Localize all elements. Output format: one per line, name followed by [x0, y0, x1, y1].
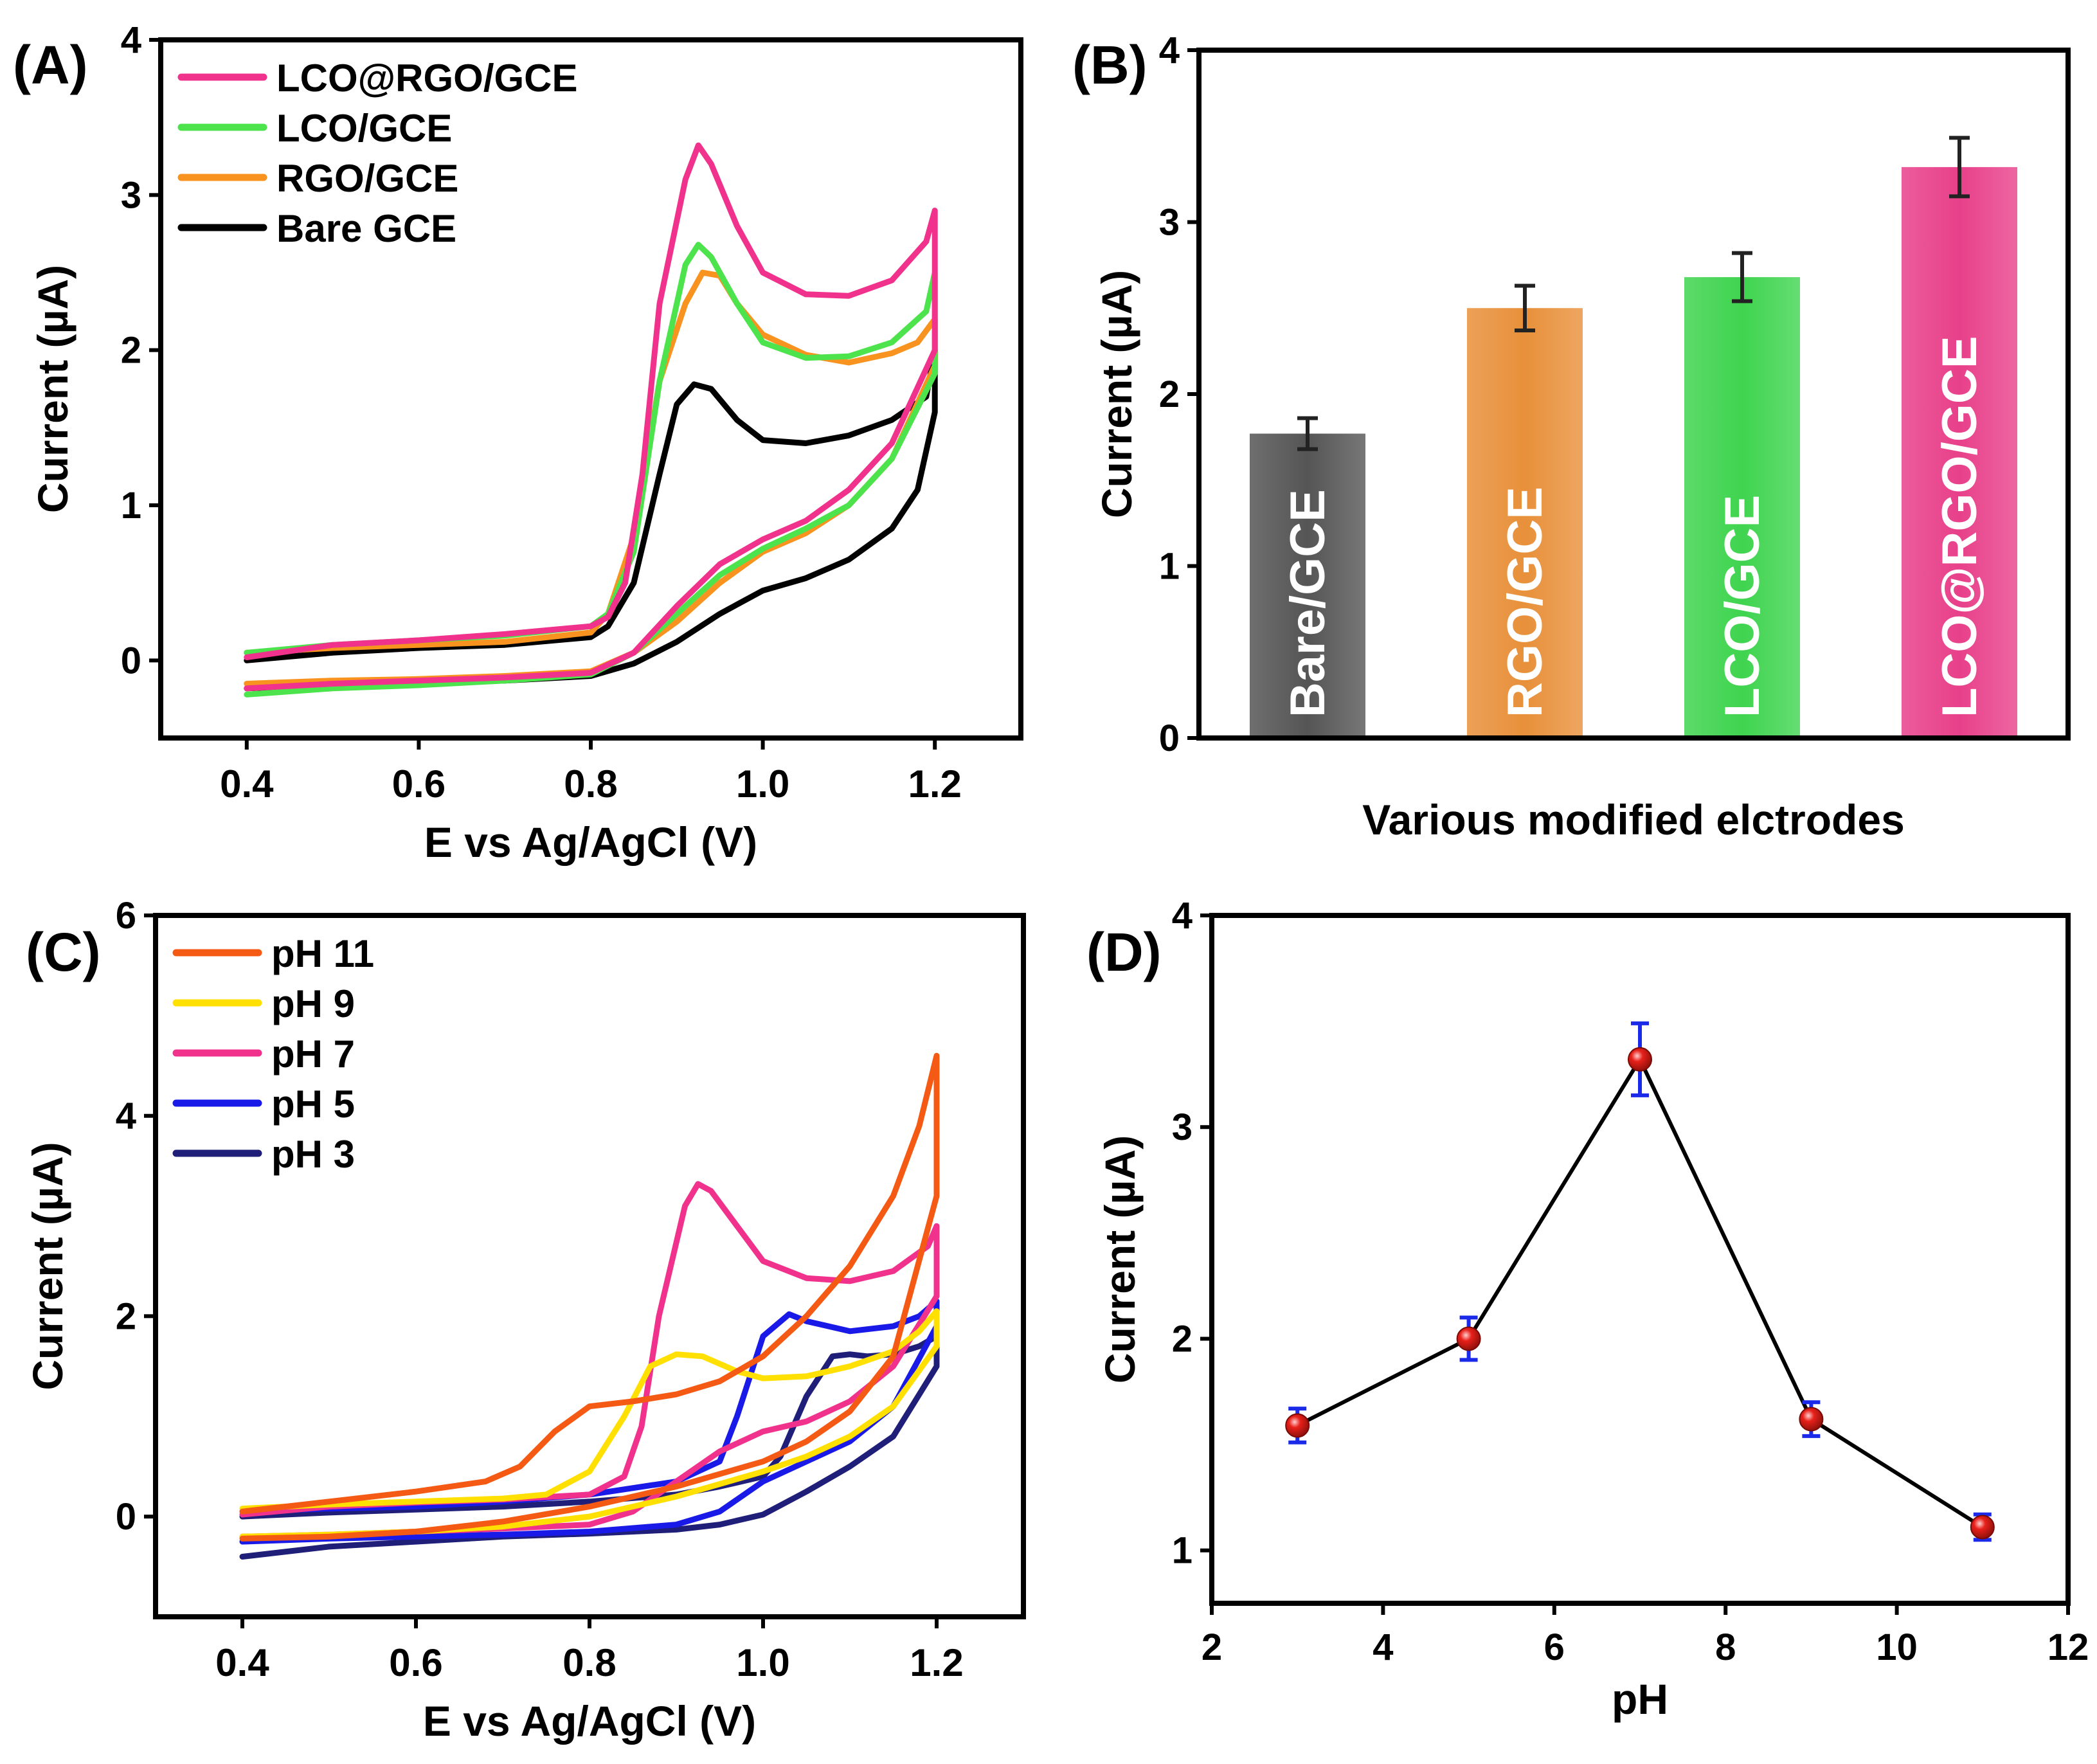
bar-bare-gce	[1250, 433, 1365, 738]
bar-lco-rgo-gce	[1902, 166, 2017, 738]
bar-rgo-gce	[1467, 308, 1583, 738]
x-tick-label: 0.4	[215, 1641, 269, 1684]
y-tick-label: 4	[1159, 30, 1180, 71]
legend-label: pH 3	[271, 1133, 355, 1176]
panel-a: 0.4 0.6 0.8 1.0 1.2 0 1 2 3 4 E vs Ag/AgCl (V) Curr…	[13, 19, 1023, 866]
cv-curve-ph-11	[239, 1052, 940, 1542]
x-tick-label: 0.6	[389, 1641, 442, 1684]
y-tick-label: 2	[1172, 1318, 1192, 1360]
y-tick-label: 2	[121, 330, 141, 372]
x-tick-label: 0.6	[392, 762, 446, 806]
y-tick-label: 1	[1159, 546, 1180, 588]
bar-category-label: LCO/GCE	[1715, 495, 1770, 717]
x-tick-label: 1.0	[736, 762, 789, 806]
y-tick-label: 0	[116, 1496, 136, 1538]
panel-label: (B)	[1072, 35, 1148, 95]
x-tick-label: 12	[2048, 1626, 2089, 1668]
connecting-line	[1296, 1055, 1984, 1529]
y-tick-label: 4	[116, 1095, 136, 1137]
y-axis-label: Current (µA)	[1096, 1135, 1144, 1383]
y-tick-label: 6	[116, 895, 136, 937]
data-point	[1799, 1407, 1824, 1432]
bar-category-label: RGO/GCE	[1498, 487, 1553, 717]
y-tick-label: 3	[1159, 202, 1180, 244]
x-axis-label: E vs Ag/AgCl (V)	[424, 818, 757, 866]
data-point	[1970, 1515, 1995, 1540]
y-tick-label: 4	[121, 19, 141, 61]
bar-category-label: LCO@RGO/GCE	[1932, 336, 1987, 717]
panel-label: (C)	[26, 922, 101, 982]
x-tick-label: 4	[1372, 1626, 1393, 1668]
legend-label: pH 7	[271, 1032, 355, 1076]
y-axis-label: Current (µA)	[29, 265, 76, 513]
legend-label: LCO/GCE	[276, 107, 452, 150]
cv-curve-lco-rgo-gce	[244, 142, 938, 692]
data-point	[1628, 1047, 1652, 1072]
panel-b: Bare/GCE RGO/GCE LCO/GCE LCO@RGO/GCE 0 1 2 3 4 Va…	[1072, 30, 2071, 843]
x-tick-label: 1.2	[910, 1641, 963, 1684]
panel-label: (D)	[1086, 922, 1162, 982]
y-tick-label: 2	[1159, 374, 1180, 415]
y-tick-label: 4	[1172, 895, 1192, 937]
panel-c: 0.4 0.6 0.8 1.0 1.2 0 2 4 6 E vs Ag/AgCl (V) Curre…	[24, 895, 1026, 1745]
x-tick-label: 1.0	[736, 1641, 789, 1684]
data-point	[1456, 1326, 1481, 1351]
y-tick-label: 3	[121, 174, 141, 216]
legend-label: LCO@RGO/GCE	[276, 57, 578, 100]
x-tick-label: 0.4	[220, 762, 274, 806]
y-axis-label: Current (µA)	[24, 1142, 71, 1390]
bar-lco-gce	[1684, 277, 1800, 739]
data-point	[1285, 1413, 1310, 1438]
x-tick-label: 0.8	[562, 1641, 616, 1684]
legend-label: pH 5	[271, 1083, 355, 1126]
x-axis-label: Various modified elctrodes	[1362, 796, 1905, 843]
y-tick-label: 2	[116, 1295, 136, 1337]
y-tick-label: 0	[1159, 717, 1180, 759]
x-tick-label: 6	[1544, 1626, 1565, 1668]
cv-curve-ph-9	[239, 1308, 940, 1540]
y-tick-label: 3	[1172, 1106, 1192, 1148]
legend-label: Bare GCE	[276, 207, 456, 250]
y-tick-label: 0	[121, 640, 141, 681]
x-tick-label: 0.8	[564, 762, 617, 806]
cv-curve-ph-5	[239, 1298, 940, 1545]
x-axis-label: E vs Ag/AgCl (V)	[423, 1697, 756, 1745]
cv-curve-rgo-gce	[244, 269, 938, 687]
plot-frame	[1209, 913, 2071, 1606]
legend-label: pH 9	[271, 982, 355, 1025]
cv-curve-ph-7	[239, 1181, 940, 1540]
x-axis-label: pH	[1612, 1675, 1668, 1723]
bar-category-label: Bare/GCE	[1281, 489, 1335, 717]
x-tick-label: 10	[1876, 1626, 1918, 1668]
panel-label: (A)	[13, 35, 88, 95]
y-tick-label: 1	[1172, 1530, 1192, 1572]
legend-label: RGO/GCE	[276, 157, 458, 200]
y-axis-label: Current (µA)	[1093, 270, 1140, 518]
x-tick-label: 2	[1202, 1626, 1222, 1668]
x-tick-label: 1.2	[908, 762, 961, 806]
legend-label: pH 11	[271, 932, 374, 975]
x-tick-label: 8	[1715, 1626, 1736, 1668]
y-tick-label: 1	[121, 485, 141, 526]
